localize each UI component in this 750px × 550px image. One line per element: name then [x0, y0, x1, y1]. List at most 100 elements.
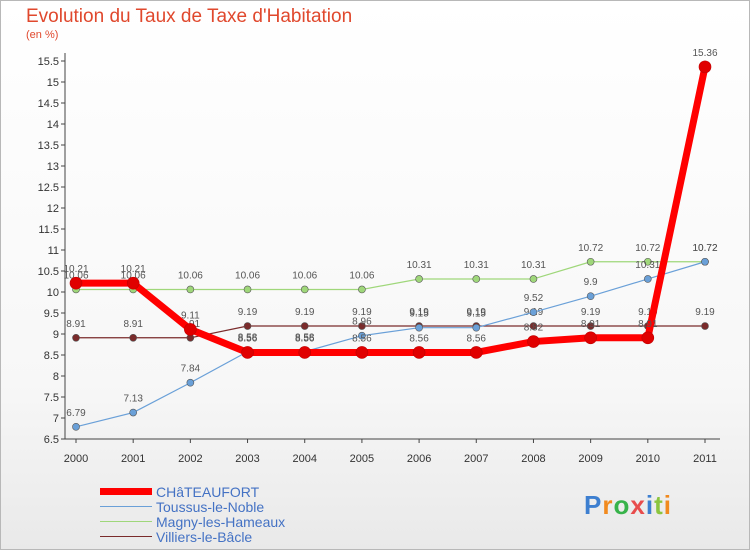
data-label: 9.19 — [238, 307, 258, 318]
data-label: 8.56 — [467, 333, 487, 344]
x-tick-label: 2003 — [235, 453, 259, 465]
data-label: 10.72 — [635, 243, 660, 254]
x-tick-label: 2002 — [178, 453, 202, 465]
x-tick-label: 2005 — [350, 453, 374, 465]
data-point — [584, 331, 597, 345]
x-tick-label: 2000 — [64, 453, 88, 465]
logo-letter: i — [663, 490, 672, 520]
data-point — [529, 322, 538, 330]
y-tick-label: 9.5 — [44, 308, 59, 320]
legend-item-magny: Magny-les-Hameaux — [100, 513, 286, 530]
data-label: 10.06 — [235, 270, 260, 281]
data-point — [184, 323, 197, 336]
y-tick-label: 13 — [47, 161, 59, 173]
y-tick-label: 6.5 — [44, 434, 59, 446]
data-point — [186, 285, 195, 294]
data-label: 10.06 — [63, 270, 88, 281]
data-label: 10.06 — [349, 270, 374, 281]
data-point — [129, 408, 137, 417]
x-tick-label: 2010 — [636, 453, 660, 465]
data-label: 10.31 — [635, 260, 660, 271]
y-tick-label: 7.5 — [44, 392, 59, 404]
data-label: 9.11 — [181, 310, 200, 321]
data-point — [355, 346, 369, 359]
data-point — [72, 333, 80, 342]
data-point — [126, 276, 140, 290]
y-tick-label: 8.5 — [44, 350, 59, 362]
chart-unit: (en %) — [26, 29, 59, 41]
proxiti-logo: Proxiti — [584, 490, 672, 521]
data-label: 8.96 — [352, 317, 372, 328]
logo-letter: o — [613, 490, 631, 520]
x-tick-label: 2008 — [521, 453, 545, 465]
data-label: 8.82 — [524, 323, 544, 334]
data-point — [469, 346, 483, 359]
logo-letter: t — [654, 490, 664, 520]
data-label: 10.06 — [178, 270, 203, 281]
data-point — [529, 275, 538, 283]
y-tick-label: 15 — [47, 77, 59, 89]
y-tick-label: 10.5 — [38, 266, 59, 278]
logo-letter: x — [630, 490, 646, 520]
data-point — [472, 323, 481, 332]
y-tick-label: 12.5 — [38, 182, 59, 194]
data-label: 8.56 — [295, 333, 315, 344]
data-point — [415, 323, 423, 332]
logo-letter: P — [584, 490, 603, 520]
data-point — [412, 346, 426, 359]
series-line — [72, 63, 709, 356]
data-point — [300, 285, 309, 294]
data-label: 9.19 — [467, 307, 487, 318]
legend: CHâTEAUFORT Toussus-le-Noble Magny-les-H… — [100, 484, 286, 545]
data-point — [69, 276, 83, 290]
data-label: 9.15 — [409, 309, 429, 320]
y-tick-label: 12 — [47, 203, 59, 215]
chart-title: Evolution du Taux de Taxe d'Habitation — [26, 6, 353, 27]
legend-label: Villiers-le-Bâcle — [156, 528, 253, 545]
legend-swatch — [100, 520, 152, 523]
data-label: 10.31 — [464, 260, 489, 271]
data-label: 9.15 — [467, 309, 487, 320]
data-point — [358, 322, 366, 330]
x-tick-label: 2007 — [464, 453, 488, 465]
series-line — [75, 261, 706, 428]
data-label: 15.36 — [692, 48, 717, 59]
legend-swatch — [100, 488, 152, 495]
x-tick-label: 2011 — [693, 453, 717, 465]
y-tick-label: 9 — [53, 329, 59, 341]
data-point — [72, 423, 80, 431]
legend-swatch — [100, 535, 152, 538]
x-tick-label: 2004 — [292, 453, 316, 465]
data-label: 10.06 — [292, 270, 317, 281]
data-label: 10.31 — [521, 260, 546, 271]
data-point — [641, 331, 655, 345]
data-label: 8.91 — [123, 319, 143, 330]
data-label: 10.21 — [121, 264, 146, 275]
data-point — [358, 285, 366, 294]
data-label: 9.19 — [695, 307, 715, 318]
data-label: 10.21 — [63, 264, 88, 275]
legend-label: Magny-les-Hameaux — [156, 513, 286, 530]
data-label: 9.19 — [638, 307, 658, 318]
y-tick-label: 13.5 — [38, 140, 59, 152]
data-label: 6.79 — [66, 408, 86, 419]
data-label: 8.91 — [638, 319, 658, 330]
data-point — [586, 292, 595, 301]
legend-item-chateaufort: CHâTEAUFORT — [100, 484, 285, 500]
y-tick-label: 15.5 — [38, 56, 59, 68]
data-label: 8.91 — [66, 319, 86, 330]
data-label: 9.19 — [352, 307, 372, 318]
data-point — [701, 257, 709, 266]
data-label: 9.52 — [524, 293, 544, 304]
data-label: 9.19 — [581, 307, 601, 318]
y-tick-label: 11 — [48, 245, 59, 257]
data-label: 8.58 — [238, 333, 258, 344]
data-label: 8.56 — [409, 333, 429, 344]
logo-letter: r — [602, 490, 614, 520]
data-label: 10.72 — [692, 243, 717, 254]
data-label: 10.72 — [692, 243, 717, 254]
data-point — [243, 322, 252, 330]
data-label: 9.9 — [584, 277, 598, 288]
